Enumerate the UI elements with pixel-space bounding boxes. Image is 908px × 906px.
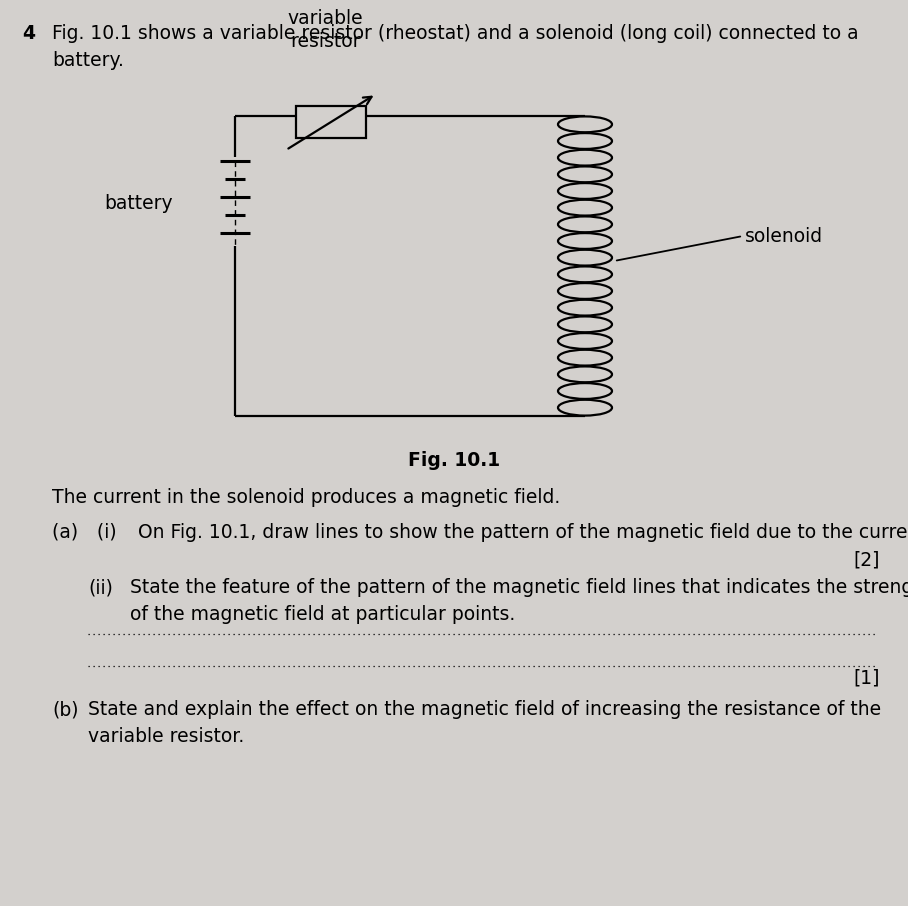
Ellipse shape — [558, 383, 612, 399]
Text: (ii): (ii) — [88, 578, 113, 597]
Ellipse shape — [558, 300, 612, 315]
Text: [2]: [2] — [854, 551, 880, 570]
Text: 4: 4 — [22, 24, 35, 43]
Bar — [296, 106, 366, 138]
Ellipse shape — [558, 167, 612, 182]
Ellipse shape — [558, 183, 612, 199]
Ellipse shape — [558, 116, 612, 132]
Ellipse shape — [558, 199, 612, 216]
Text: (b): (b) — [52, 700, 78, 719]
Ellipse shape — [558, 217, 612, 232]
Text: Fig. 10.1: Fig. 10.1 — [408, 451, 500, 470]
Text: State and explain the effect on the magnetic field of increasing the resistance : State and explain the effect on the magn… — [88, 700, 881, 746]
Text: (a) (i): (a) (i) — [52, 523, 135, 542]
Ellipse shape — [558, 250, 612, 265]
Text: [1]: [1] — [854, 669, 880, 688]
Ellipse shape — [558, 366, 612, 382]
Ellipse shape — [558, 149, 612, 166]
Ellipse shape — [558, 233, 612, 249]
Ellipse shape — [558, 133, 612, 149]
Ellipse shape — [558, 316, 612, 333]
Ellipse shape — [558, 266, 612, 283]
Ellipse shape — [558, 283, 612, 299]
Ellipse shape — [558, 333, 612, 349]
Text: State the feature of the pattern of the magnetic field lines that indicates the : State the feature of the pattern of the … — [130, 578, 908, 623]
Ellipse shape — [558, 400, 612, 416]
Text: The current in the solenoid produces a magnetic field.: The current in the solenoid produces a m… — [52, 488, 560, 507]
Text: Fig. 10.1 shows a variable resistor (rheostat) and a solenoid (long coil) connec: Fig. 10.1 shows a variable resistor (rhe… — [52, 24, 859, 70]
Ellipse shape — [558, 350, 612, 366]
Text: battery: battery — [104, 194, 173, 213]
Text: solenoid: solenoid — [745, 226, 824, 246]
Text: On Fig. 10.1, draw lines to show the pattern of the magnetic field due to the cu: On Fig. 10.1, draw lines to show the pat… — [138, 523, 908, 542]
Text: variable
resistor: variable resistor — [287, 8, 363, 51]
